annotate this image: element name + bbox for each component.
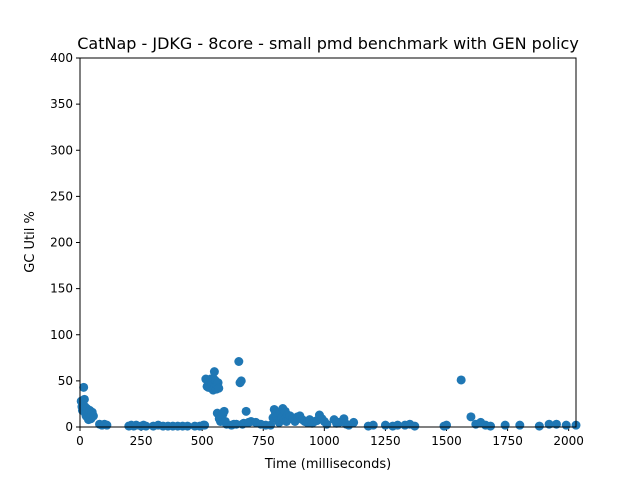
scatter-point (209, 367, 219, 377)
x-tick-label: 1500 (431, 434, 462, 448)
y-tick-label: 200 (50, 236, 73, 250)
scatter-point (241, 406, 251, 416)
y-tick-label: 300 (50, 143, 73, 157)
y-tick-label: 400 (50, 51, 73, 65)
scatter-point (79, 382, 89, 392)
y-tick-label: 250 (50, 189, 73, 203)
scatter-point (234, 357, 244, 367)
scatter-point (322, 419, 332, 429)
scatter-point (466, 412, 476, 422)
scatter-point (534, 421, 544, 431)
x-tick-label: 1000 (309, 434, 340, 448)
scatter-point (544, 419, 554, 429)
scatter-point (200, 420, 210, 430)
scatter-point (102, 420, 112, 430)
y-tick-label: 150 (50, 282, 73, 296)
scatter-point (368, 420, 378, 430)
y-axis-label: GC Util % (23, 211, 38, 273)
x-tick-label: 2000 (553, 434, 584, 448)
y-tick-label: 350 (50, 97, 73, 111)
scatter-point (561, 420, 571, 430)
axis-ticks: 0 250 500 750 1000 1250 1500 1750 2000 0 50 100 150 2… (50, 51, 584, 448)
x-tick-label: 500 (191, 434, 214, 448)
scatter-point (236, 376, 246, 386)
y-tick-label: 100 (50, 328, 73, 342)
scatter-point (349, 417, 359, 427)
scatter-point (219, 406, 229, 416)
plot-frame (79, 57, 577, 428)
scatter-point (410, 421, 420, 431)
scatter-point (500, 420, 510, 430)
x-tick-label: 0 (76, 434, 84, 448)
scatter-point (88, 411, 98, 421)
scatter-point (485, 421, 495, 431)
scatter-point (551, 419, 561, 429)
x-tick-label: 750 (252, 434, 275, 448)
scatter-point (141, 421, 151, 431)
x-tick-label: 1750 (492, 434, 523, 448)
scatter-point (79, 394, 89, 404)
x-tick-label: 250 (130, 434, 153, 448)
x-axis-label: Time (milliseconds) (264, 457, 391, 472)
scatter-point (183, 421, 193, 431)
scatter-point (214, 383, 224, 393)
y-tick-label: 0 (65, 420, 73, 434)
x-tick-label: 1250 (370, 434, 401, 448)
scatter-point (515, 420, 525, 430)
chart-title: CatNap - JDKG - 8core - small pmd benchm… (77, 34, 579, 53)
scatter-point (442, 420, 452, 430)
y-tick-label: 50 (58, 374, 73, 388)
scatter-point (456, 375, 466, 385)
